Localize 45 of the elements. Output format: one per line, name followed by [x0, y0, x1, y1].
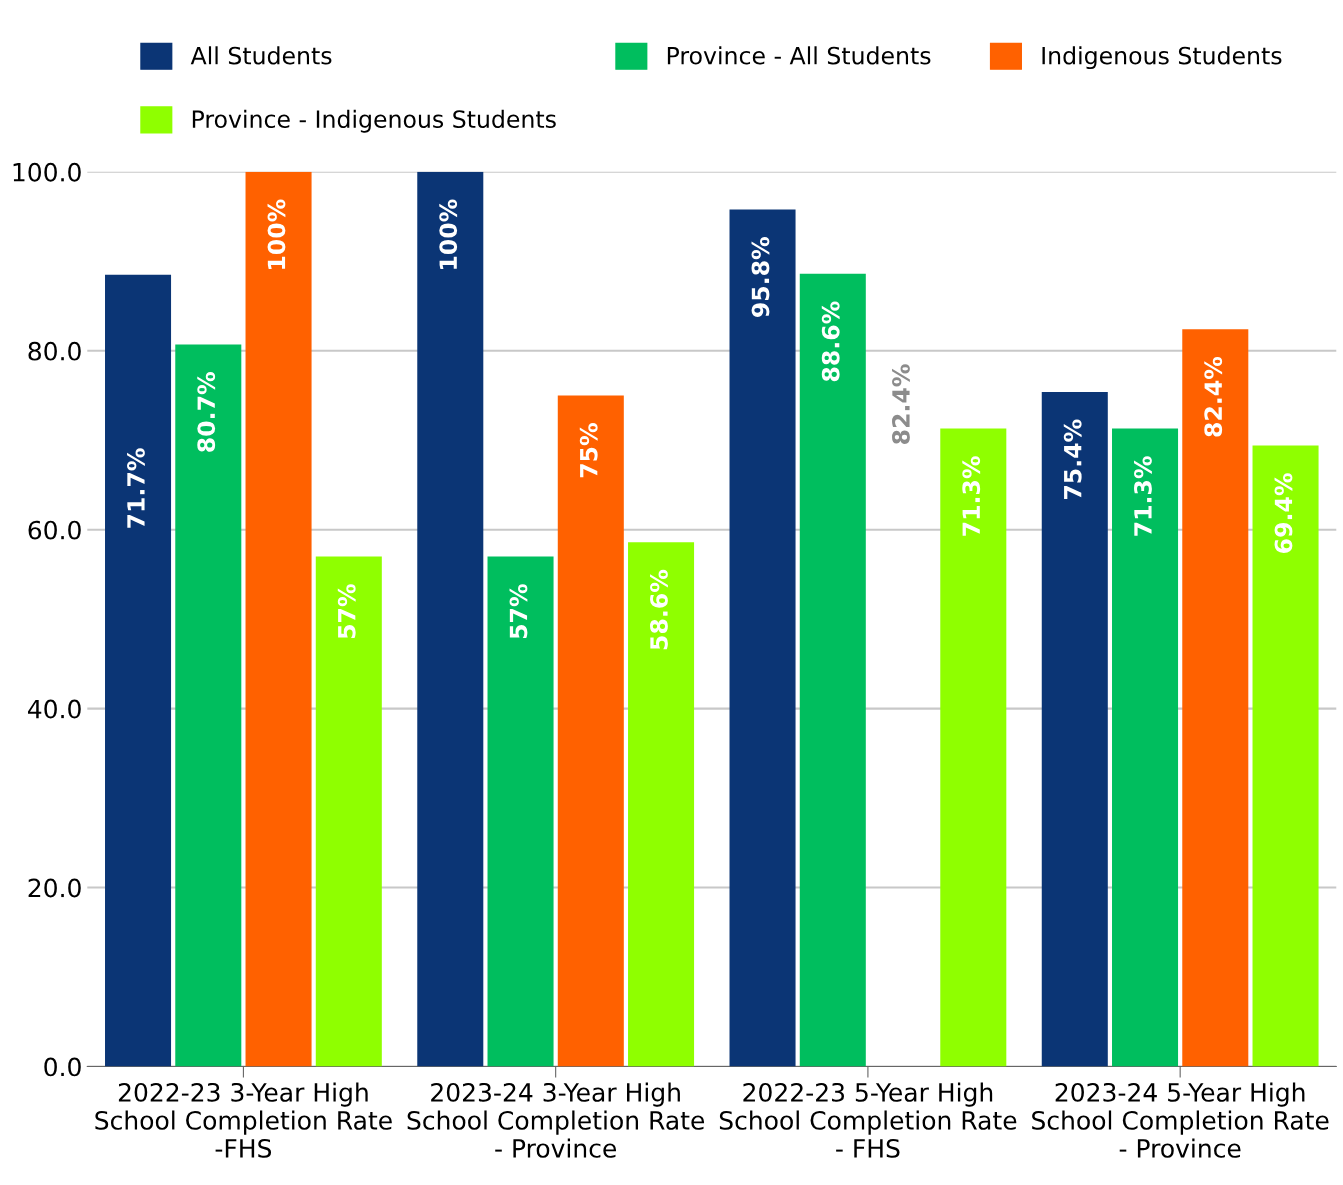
bar — [799, 273, 866, 1067]
bar — [628, 542, 695, 1067]
bar — [1182, 329, 1249, 1067]
y-tick-label: 0.0 — [44, 1057, 81, 1077]
y-tick-label: 80.0 — [28, 341, 81, 361]
annotation: 82.4% — [892, 364, 910, 444]
bar — [1252, 445, 1319, 1067]
data-label: 69.4% — [1274, 473, 1293, 553]
bar — [729, 209, 796, 1067]
bar — [487, 556, 554, 1067]
bar — [1041, 391, 1108, 1067]
x-tick-label: 2022-23 3-Year High School Completion Rate -FHS — [95, 1082, 392, 1158]
x-tick-label: 2023-24 5-Year High School Completion Rate - Province — [1032, 1082, 1329, 1158]
data-label: 80.7% — [197, 372, 216, 452]
data-label: 100% — [267, 199, 286, 269]
data-label: 57% — [337, 584, 356, 639]
bar — [105, 274, 172, 1067]
legend-label: Indigenous Students — [1042, 46, 1282, 70]
data-label: 57% — [509, 584, 528, 639]
legend-label: Province - All Students — [667, 46, 931, 65]
y-tick-label: 40.0 — [27, 699, 81, 719]
bar — [245, 171, 312, 1067]
data-label: 71.3% — [1134, 456, 1152, 536]
legend-label: All Students — [190, 46, 332, 65]
data-label: 75% — [579, 423, 598, 478]
y-tick-label: 20.0 — [28, 878, 81, 898]
bar — [175, 344, 242, 1067]
data-label: 100% — [439, 199, 458, 269]
y-tick-label: 100.0 — [13, 162, 81, 182]
bar — [315, 556, 382, 1067]
data-label: 71.3% — [962, 456, 981, 536]
data-label: 88.6% — [821, 301, 840, 382]
bar — [1112, 428, 1179, 1067]
bar — [417, 171, 484, 1067]
bar — [557, 395, 624, 1067]
data-label: 82.4% — [1204, 356, 1223, 437]
data-label: 95.8% — [751, 236, 770, 317]
data-label: 75.4% — [1063, 419, 1082, 500]
legend-label: Province - Indigenous Students — [192, 109, 556, 133]
y-tick-label: 60.0 — [28, 520, 81, 540]
x-tick-label: 2023-24 3-Year High School Completion Rate - Province — [407, 1082, 705, 1158]
annotation: 71.7% — [127, 448, 145, 528]
data-label: 58.6% — [650, 569, 668, 650]
bar — [940, 428, 1007, 1067]
x-tick-label: 2022-23 5-Year High School Completion Rate - FHS — [719, 1082, 1017, 1158]
